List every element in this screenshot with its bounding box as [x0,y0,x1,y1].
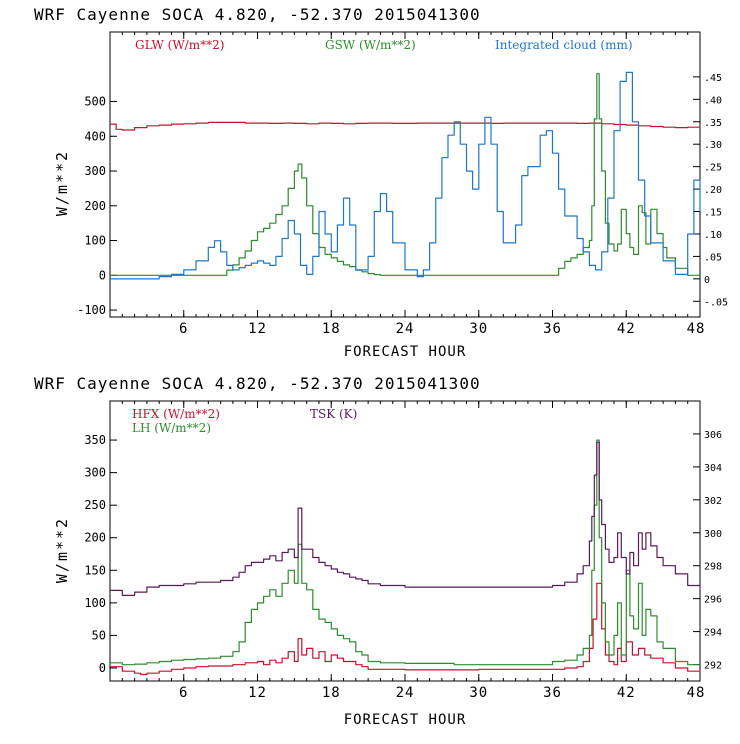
x-tick-label: 48 [687,321,706,337]
x-tick-label: 12 [248,685,267,701]
y2-tick-label: .40 [704,95,722,106]
panel1-x-ticks: 6 12 18 24 30 36 42 48 [109,32,706,337]
panel2-y-ticks: 0 50 100 150 200 250 300 350 [84,433,117,675]
y-tick-label: 200 [84,531,106,545]
y-tick-label: 50 [92,628,106,642]
y-tick-label: 100 [84,596,106,610]
y-tick-label: 100 [84,234,106,248]
y2-tick-label: 0 [704,275,710,286]
y2-tick-label: .25 [704,163,722,174]
legend-integrated-cloud: Integrated cloud (mm) [495,38,633,52]
radiation-cloud-panel: WRF Cayenne SOCA 4.820, -52.370 20150413… [34,5,728,360]
y-tick-label: 200 [84,199,106,213]
x-tick-label: 24 [396,321,415,337]
heat-flux-panel: WRF Cayenne SOCA 4.820, -52.370 20150413… [34,374,722,728]
panel1-y-axis-label: W/m**2 [53,150,71,216]
legend-hfx: HFX (W/m**2) [132,407,220,421]
y2-tick-label: 294 [704,628,722,639]
y-tick-label: 150 [84,563,106,577]
x-tick-label: 48 [687,685,706,701]
y2-tick-label: .20 [704,185,722,196]
y-tick-label: -100 [77,303,106,317]
y2-tick-label: 298 [704,562,722,573]
panel2-y2-ticks: 292 294 296 298 300 302 304 306 [693,430,722,672]
y2-tick-label: .30 [704,140,722,151]
x-tick-label: 24 [396,685,415,701]
x-tick-label: 12 [248,321,267,337]
panel2-y-axis-label: W/m**2 [53,517,71,583]
y-tick-label: 250 [84,498,106,512]
series-line-glw [110,121,701,131]
y2-tick-label: .10 [704,230,722,241]
series-line-lh [110,439,700,666]
x-tick-label: 18 [322,321,341,337]
panel1-y2-ticks: -.05 0 .05 .10 .15 .20 .25 .30 .35 .40 .45 [693,73,728,308]
legend-tsk: TSK (K) [310,407,357,421]
x-tick-label: 42 [617,321,636,337]
y2-tick-label: 292 [704,661,722,672]
y2-tick-label: .45 [704,73,722,84]
y-tick-label: 300 [84,164,106,178]
panel1-series [110,71,701,280]
x-tick-label: 42 [617,685,636,701]
panel2-x-axis-label: FORECAST HOUR [344,712,467,728]
y2-tick-label: 300 [704,529,722,540]
y2-tick-label: .15 [704,208,722,219]
panel2-x-ticks: 6 12 18 24 30 36 42 48 [109,401,706,701]
legend-lh: LH (W/m**2) [132,421,211,435]
panel1-title: WRF Cayenne SOCA 4.820, -52.370 20150413… [34,5,481,24]
y2-tick-label: 306 [704,430,722,441]
series-line-gsw [110,73,700,276]
y2-tick-label: .35 [704,118,722,129]
y-tick-label: 300 [84,466,106,480]
panel2-plot-frame [109,400,701,682]
x-tick-label: 6 [179,321,188,337]
series-line-tsk [110,441,701,596]
x-tick-label: 36 [543,321,562,337]
series-line-integrated [110,71,701,280]
y-tick-label: 0 [99,661,106,675]
x-tick-label: 18 [322,685,341,701]
y2-tick-label: 304 [704,463,722,474]
y2-tick-label: 296 [704,595,722,606]
panel2-title: WRF Cayenne SOCA 4.820, -52.370 20150413… [34,374,481,393]
legend-gsw: GSW (W/m**2) [325,38,416,52]
y-tick-label: 500 [84,95,106,109]
x-tick-label: 30 [469,685,488,701]
panel2-series [110,439,701,676]
y-tick-label: 400 [84,129,106,143]
series-line-hfx [110,582,701,676]
y2-tick-label: 302 [704,496,722,507]
y2-tick-label: -.05 [704,297,728,308]
x-tick-label: 30 [469,321,488,337]
legend-glw: GLW (W/m**2) [135,38,224,52]
x-tick-label: 36 [543,685,562,701]
y2-tick-label: .05 [704,252,722,263]
panel1-x-axis-label: FORECAST HOUR [344,344,467,360]
panel1-plot-frame [109,31,701,318]
y-tick-label: 0 [99,268,106,282]
x-tick-label: 6 [179,685,188,701]
panel1-y-ticks: -100 0 100 200 300 400 500 [77,95,117,317]
y-tick-label: 350 [84,433,106,447]
